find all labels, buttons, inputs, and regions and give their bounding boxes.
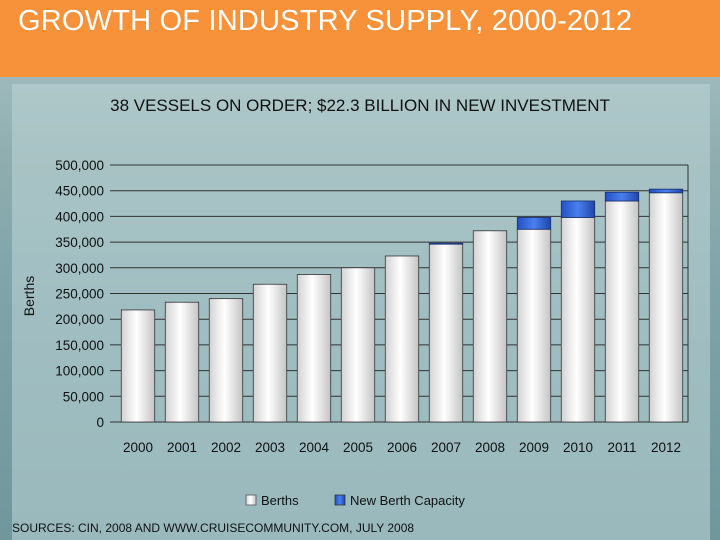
y-tick-label: 500,000 bbox=[55, 158, 104, 173]
x-tick-label: 2010 bbox=[563, 440, 593, 455]
x-tick-label: 2006 bbox=[387, 440, 417, 455]
chart-subtitle: 38 VESSELS ON ORDER; $22.3 BILLION IN NE… bbox=[110, 96, 610, 115]
x-tick-label: 2005 bbox=[343, 440, 373, 455]
source-note: SOURCES: CIN, 2008 AND WWW.CRUISECOMMUNI… bbox=[12, 521, 415, 535]
x-tick-label: 2001 bbox=[167, 440, 197, 455]
x-tick-label: 2008 bbox=[475, 440, 505, 455]
title-bar: GROWTH OF INDUSTRY SUPPLY, 2000-2012 bbox=[0, 0, 720, 77]
bar-new-capacity bbox=[648, 188, 684, 194]
bar-berths bbox=[384, 255, 420, 423]
bar-berths bbox=[340, 267, 376, 423]
bar-berths bbox=[164, 301, 200, 423]
y-axis-label: Berths bbox=[21, 276, 37, 316]
x-tick-label: 2000 bbox=[123, 440, 153, 455]
x-tick-label: 2002 bbox=[211, 440, 241, 455]
slide-title: GROWTH OF INDUSTRY SUPPLY, 2000-2012 bbox=[18, 5, 633, 37]
y-tick-label: 300,000 bbox=[55, 261, 104, 276]
y-tick-label: 150,000 bbox=[55, 338, 104, 353]
bar-berths bbox=[428, 243, 464, 423]
bar-berths bbox=[516, 228, 552, 423]
bar-new-capacity bbox=[560, 200, 596, 218]
x-tick-label: 2003 bbox=[255, 440, 285, 455]
bar-berths bbox=[604, 200, 640, 423]
y-tick-label: 350,000 bbox=[55, 235, 104, 250]
y-tick-label: 200,000 bbox=[55, 312, 104, 327]
y-tick-label: 250,000 bbox=[55, 287, 104, 302]
legend-label-new-capacity: New Berth Capacity bbox=[350, 493, 465, 508]
x-tick-label: 2007 bbox=[431, 440, 461, 455]
y-tick-label: 450,000 bbox=[55, 184, 104, 199]
y-tick-label: 50,000 bbox=[63, 389, 104, 404]
bar-new-capacity bbox=[516, 217, 552, 230]
legend-swatch-berths bbox=[245, 494, 257, 506]
y-tick-label: 400,000 bbox=[55, 209, 104, 224]
y-tick-label: 0 bbox=[96, 415, 104, 430]
legend: Berths New Berth Capacity bbox=[245, 493, 465, 508]
y-tick-label: 100,000 bbox=[55, 364, 104, 379]
bar-new-capacity bbox=[428, 242, 464, 245]
x-tick-label: 2004 bbox=[299, 440, 330, 455]
legend-label-berths: Berths bbox=[261, 493, 299, 508]
x-tick-label: 2009 bbox=[519, 440, 549, 455]
bar-berths bbox=[296, 274, 332, 423]
x-tick-label: 2011 bbox=[607, 440, 636, 455]
bar-berths bbox=[208, 298, 244, 423]
bar-new-capacity bbox=[604, 191, 640, 202]
bar-berths bbox=[252, 283, 288, 423]
bar-berths bbox=[120, 309, 156, 423]
bar-berths bbox=[560, 217, 596, 423]
x-tick-label: 2012 bbox=[651, 440, 681, 455]
bar-berths bbox=[648, 192, 684, 423]
legend-swatch-new-capacity bbox=[334, 494, 346, 506]
bar-berths bbox=[472, 230, 508, 423]
